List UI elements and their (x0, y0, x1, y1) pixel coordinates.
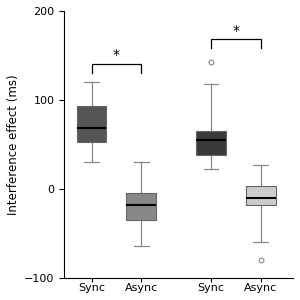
FancyBboxPatch shape (196, 131, 226, 155)
Text: *: * (232, 24, 239, 38)
Y-axis label: Interference effect (ms): Interference effect (ms) (7, 74, 20, 214)
FancyBboxPatch shape (76, 106, 106, 142)
FancyBboxPatch shape (246, 186, 276, 205)
FancyBboxPatch shape (126, 193, 156, 220)
Text: *: * (113, 49, 120, 62)
